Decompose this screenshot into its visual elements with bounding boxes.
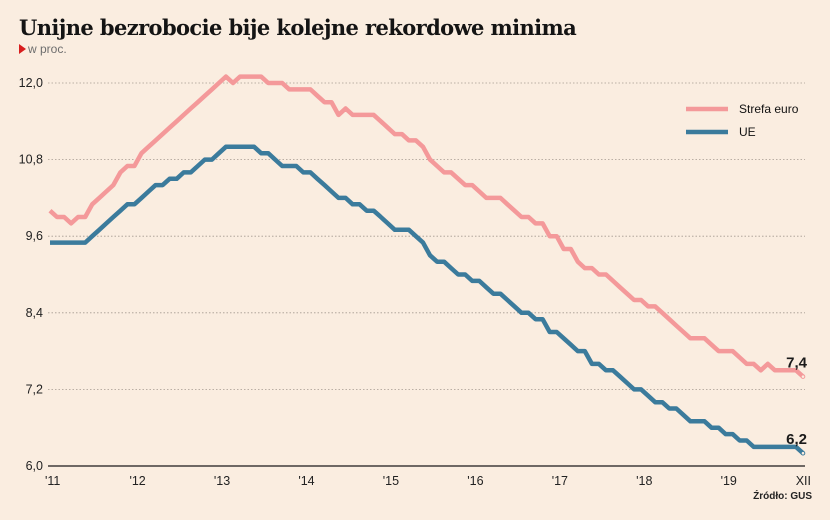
y-tick-label: 6,0 xyxy=(26,459,43,473)
unit-label: w proc. xyxy=(28,42,67,56)
end-labels: 7,4 6,2 xyxy=(786,355,808,449)
x-tick-label: '11 xyxy=(45,474,60,488)
series-line-strefa-euro xyxy=(48,74,805,379)
y-tick-label: 10,8 xyxy=(19,153,43,167)
series-lines xyxy=(48,74,806,456)
end-value-label: 6,2 xyxy=(786,431,807,448)
x-tick-label: '13 xyxy=(214,474,230,488)
source-note: Źródło: GUS xyxy=(753,491,812,502)
x-axis: '11 '12 '13 '14 '15 '16 '17 '18 '19 XII xyxy=(45,474,811,488)
y-axis: 6,0 7,2 8,4 9,6 10,8 12,0 xyxy=(19,76,43,473)
chart-title: Unijne bezrobocie bije kolejne rekordowe… xyxy=(19,15,577,40)
end-value-label: 7,4 xyxy=(786,355,808,372)
y-tick-label: 12,0 xyxy=(19,76,43,90)
legend-label: Strefa euro xyxy=(739,102,799,116)
red-triangle-icon xyxy=(19,44,26,54)
series-end-point xyxy=(800,374,806,379)
x-tick-label: XII xyxy=(796,474,811,488)
x-tick-label: '18 xyxy=(636,474,652,488)
x-tick-label: '15 xyxy=(383,474,399,488)
chart-subtitle: w proc. xyxy=(19,42,67,56)
x-tick-label: '12 xyxy=(129,474,145,488)
y-tick-label: 8,4 xyxy=(26,306,43,320)
x-tick-label: '16 xyxy=(467,474,483,488)
gridlines xyxy=(48,82,805,467)
x-tick-label: '17 xyxy=(552,474,568,488)
x-tick-label: '19 xyxy=(721,474,737,488)
y-tick-label: 9,6 xyxy=(26,229,43,243)
legend: Strefa euro UE xyxy=(686,102,799,139)
legend-label: UE xyxy=(739,125,756,139)
series-line-ue xyxy=(50,144,805,455)
x-tick-label: '14 xyxy=(298,474,314,488)
y-tick-label: 7,2 xyxy=(26,382,43,396)
series-end-point xyxy=(800,450,806,456)
